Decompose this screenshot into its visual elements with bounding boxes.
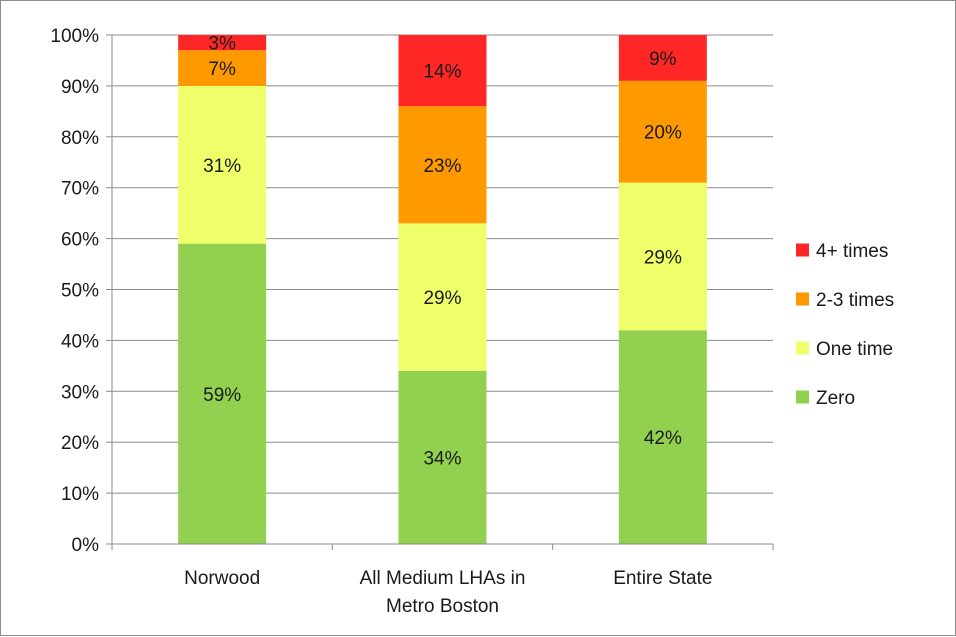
bar-segment	[618, 330, 707, 544]
data-label: 9%	[649, 49, 677, 70]
bar-segment	[398, 223, 487, 371]
data-label: 31%	[203, 156, 241, 177]
bar-segment	[398, 35, 487, 107]
category-label: All Medium LHAs in Metro Boston	[360, 568, 526, 617]
legend-swatch	[796, 292, 809, 306]
legend-label: 2-3 times	[816, 290, 894, 311]
y-tick-label: 100%	[50, 26, 99, 47]
y-tick-label: 70%	[61, 179, 99, 200]
legend-swatch	[796, 341, 809, 355]
legend-swatch	[796, 243, 809, 257]
data-labels: 59% 31% 7% 3% 34% 29% 23% 14% 42% 29% 20% 9%	[203, 34, 682, 470]
bars	[178, 35, 707, 544]
bar-segment	[178, 50, 267, 86]
data-label: 34%	[423, 448, 461, 469]
bar-segment	[398, 370, 487, 544]
data-label: 42%	[644, 428, 682, 449]
data-label: 29%	[644, 247, 682, 268]
y-tick-label: 40%	[61, 331, 99, 352]
legend-label: 4+ times	[816, 241, 888, 262]
y-tick-label: 90%	[61, 77, 99, 98]
y-tick-label: 80%	[61, 128, 99, 149]
legend-label: Zero	[816, 388, 855, 409]
bar-segment	[618, 182, 707, 331]
data-label: 29%	[423, 288, 461, 309]
y-tick-label: 60%	[61, 230, 99, 251]
category-label: Entire State	[613, 568, 712, 589]
bar-segment	[178, 85, 267, 244]
bar-segment	[618, 35, 707, 81]
data-label: 20%	[644, 123, 682, 144]
category-label: Norwood	[184, 568, 260, 589]
data-label: 7%	[208, 59, 236, 80]
data-label: 59%	[203, 385, 241, 406]
y-tick-label: 10%	[61, 484, 99, 505]
data-label: 14%	[423, 62, 461, 83]
bar-segment	[178, 35, 267, 51]
y-tick-label: 50%	[61, 281, 99, 302]
data-label: 3%	[208, 34, 236, 55]
y-tick-label: 20%	[61, 433, 99, 454]
legend-label: One time	[816, 339, 893, 360]
bar-segment	[398, 106, 487, 224]
data-label: 23%	[423, 156, 461, 177]
bar-segment	[178, 243, 267, 544]
y-tick-label: 0%	[72, 535, 100, 556]
bar-segment	[618, 80, 707, 183]
legend-swatch	[796, 390, 809, 404]
y-tick-label: 30%	[61, 382, 99, 403]
legend: 4+ times 2-3 times One time Zero	[796, 241, 894, 409]
axes: 0% 10% 20% 30% 40% 50% 60% 70% 80% 90% 100% Norwood…	[50, 26, 774, 617]
